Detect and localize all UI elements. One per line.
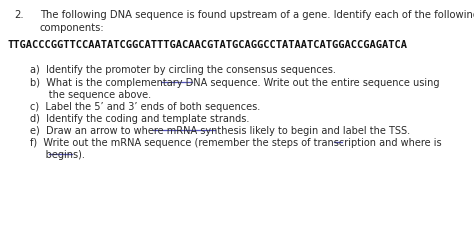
Text: begins).: begins). [30,150,85,160]
Text: the sequence above.: the sequence above. [30,90,151,100]
Text: e)  Draw an arrow to where mRNA synthesis likely to begin and label the TSS.: e) Draw an arrow to where mRNA synthesis… [30,126,410,136]
Text: components:: components: [40,23,105,33]
Text: d)  Identify the coding and template strands.: d) Identify the coding and template stra… [30,114,249,124]
Text: b)  What is the complementary DNA sequence. Write out the entire sequence using: b) What is the complementary DNA sequenc… [30,78,439,88]
Text: f)  Write out the mRNA sequence (remember the steps of transcription and where i: f) Write out the mRNA sequence (remember… [30,138,442,148]
Text: c)  Label the 5’ and 3’ ends of both sequences.: c) Label the 5’ and 3’ ends of both sequ… [30,102,260,112]
Text: TTGACCCGGTTCCAATATCGGCATTTGACAACGTATGCAGGCCTATAATCATGGACCGAGATCA: TTGACCCGGTTCCAATATCGGCATTTGACAACGTATGCAG… [8,40,408,50]
Text: 2.: 2. [14,10,24,20]
Text: The following DNA sequence is found upstream of a gene. Identify each of the fol: The following DNA sequence is found upst… [40,10,474,20]
Text: a)  Identify the promoter by circling the consensus sequences.: a) Identify the promoter by circling the… [30,65,336,75]
